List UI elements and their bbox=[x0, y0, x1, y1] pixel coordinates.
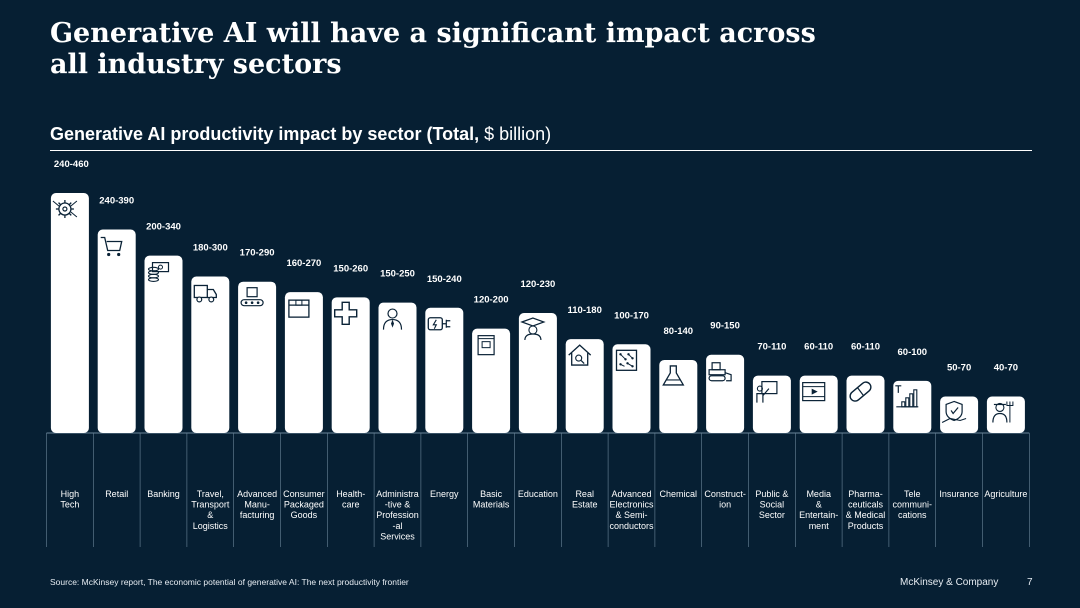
category-label: Administra -tive & Profession -al Services bbox=[376, 489, 419, 541]
bar bbox=[144, 255, 183, 433]
bar-value-label: 110-180 bbox=[568, 305, 602, 316]
package-box-icon bbox=[288, 299, 310, 318]
category-label: Insurance bbox=[939, 489, 979, 499]
brand-name: McKinsey & Company bbox=[900, 577, 999, 588]
truck-icon bbox=[193, 284, 217, 303]
bar-value-label: 200-340 bbox=[146, 222, 181, 233]
circuit-board-icon bbox=[615, 349, 638, 371]
category-label: Banking bbox=[147, 489, 180, 499]
pill-capsule-icon bbox=[849, 381, 872, 402]
category-label: Chemical bbox=[660, 489, 698, 499]
signal-tower-icon bbox=[895, 385, 919, 408]
bar bbox=[659, 359, 698, 433]
bar-value-label: 60-110 bbox=[804, 342, 833, 353]
materials-panel-icon bbox=[477, 335, 495, 356]
bar-value-label: 240-460 bbox=[54, 159, 89, 170]
category-label: Basic Materials bbox=[473, 489, 510, 510]
bar bbox=[940, 396, 979, 433]
bar bbox=[331, 297, 370, 433]
category-label: Construct-ion bbox=[704, 489, 746, 510]
category-label: Education bbox=[518, 489, 558, 499]
category-label: Consumer Packaged Goods bbox=[283, 489, 325, 520]
bar bbox=[986, 396, 1025, 433]
bar bbox=[612, 344, 651, 433]
bar bbox=[799, 375, 838, 433]
farmer-icon bbox=[992, 401, 1014, 423]
category-label: Travel, Transport & Logistics bbox=[191, 489, 230, 531]
bar bbox=[238, 281, 277, 433]
shield-hand-icon bbox=[941, 400, 967, 423]
bar-value-label: 60-100 bbox=[898, 347, 928, 358]
bar bbox=[191, 276, 230, 433]
category-label: Advanced Manu-facturing bbox=[237, 489, 277, 520]
bar bbox=[378, 302, 417, 433]
bar bbox=[425, 307, 464, 433]
bar-value-label: 100-170 bbox=[614, 310, 649, 321]
slide-title-line-2: all industry sectors bbox=[50, 49, 342, 80]
category-label: Tele communi-cations bbox=[893, 489, 933, 520]
bar bbox=[50, 193, 89, 433]
category-label: Agriculture bbox=[984, 489, 1027, 499]
subtitle-rule bbox=[50, 150, 1032, 151]
battery-plug-icon bbox=[427, 317, 451, 331]
bar-value-label: 50-70 bbox=[947, 362, 971, 373]
money-stack-icon bbox=[147, 262, 170, 282]
slide-title: Generative AI will have a significant im… bbox=[50, 18, 950, 80]
medical-cross-icon bbox=[334, 301, 358, 326]
conveyor-icon bbox=[240, 287, 264, 307]
bar bbox=[284, 292, 323, 433]
category-label: Retail bbox=[105, 489, 128, 499]
bar-value-label: 170-290 bbox=[240, 248, 275, 259]
category-label: Public & Social Sector bbox=[755, 489, 788, 520]
bar-value-label: 160-270 bbox=[286, 258, 321, 269]
bar-value-label: 60-110 bbox=[851, 342, 880, 353]
bulldozer-icon bbox=[708, 362, 732, 382]
slide-title-line-1: Generative AI will have a significant im… bbox=[50, 18, 816, 49]
bar-value-label: 120-200 bbox=[474, 295, 509, 306]
source-note: Source: McKinsey report, The economic po… bbox=[50, 577, 409, 587]
bar-value-label: 90-150 bbox=[710, 321, 740, 332]
house-search-icon bbox=[568, 344, 592, 366]
bar-value-label: 240-390 bbox=[99, 196, 134, 207]
bar bbox=[752, 375, 791, 433]
bar-value-label: 180-300 bbox=[193, 242, 228, 253]
category-label: Pharma-ceuticals & Medical Products bbox=[846, 489, 886, 531]
professional-person-icon bbox=[382, 308, 403, 330]
category-label: Energy bbox=[430, 489, 459, 499]
shopping-cart-icon bbox=[100, 236, 123, 257]
chemical-flask-icon bbox=[662, 365, 685, 386]
bar-value-label: 40-70 bbox=[994, 362, 1018, 373]
bar bbox=[565, 339, 604, 433]
bar bbox=[846, 375, 885, 433]
category-label: High Tech bbox=[60, 489, 79, 510]
category-label: Health-care bbox=[336, 489, 365, 510]
presenter-board-icon bbox=[756, 381, 778, 403]
category-label: Media & Entertain-ment bbox=[799, 489, 838, 531]
bar bbox=[97, 229, 136, 433]
bar-value-label: 70-110 bbox=[757, 342, 786, 353]
page-number: 7 bbox=[1027, 577, 1033, 588]
bar-value-label: 80-140 bbox=[664, 326, 694, 337]
category-label: Real Estate bbox=[572, 489, 598, 510]
category-label: Advanced Electronics & Semi-conductors bbox=[609, 489, 654, 531]
circuit-gear-icon bbox=[52, 200, 78, 218]
graduate-icon bbox=[520, 317, 546, 341]
chart-subtitle-bold: Generative AI productivity impact by sec… bbox=[50, 124, 480, 144]
chart-subtitle-unit: $ billion) bbox=[479, 124, 552, 144]
bar-value-label: 150-250 bbox=[380, 269, 415, 280]
film-play-icon bbox=[802, 382, 826, 402]
bar-value-label: 150-240 bbox=[427, 274, 462, 285]
bar bbox=[518, 313, 557, 433]
bar-value-label: 120-230 bbox=[520, 279, 555, 290]
bar-value-label: 150-260 bbox=[333, 263, 368, 274]
sector-impact-chart: 240-460 High Tech 240-390 Retail 200-340 Banki… bbox=[46, 159, 1030, 547]
chart-subtitle: Generative AI productivity impact by sec… bbox=[50, 124, 551, 145]
